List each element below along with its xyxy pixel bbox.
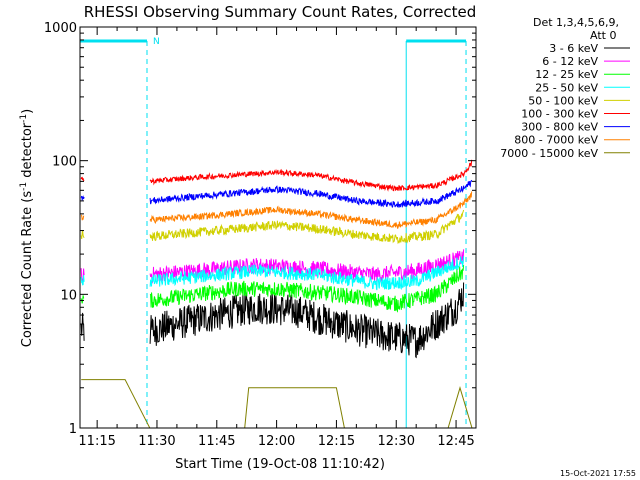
x-tick-label: 11:45: [198, 434, 235, 449]
x-axis-label: Start Time (19-Oct-08 11:10:42): [175, 457, 385, 472]
legend-label: 12 - 25 keV: [535, 68, 598, 81]
y-tick-label: 100: [52, 155, 77, 170]
y-axis-label: Corrected Count Rate (s-1 detector-1): [19, 109, 35, 347]
series-line: [80, 264, 465, 313]
legend-label: 50 - 100 keV: [528, 94, 598, 107]
series-line: [80, 191, 473, 229]
legend-label: 800 - 7000 keV: [514, 134, 598, 147]
chart-title: RHESSI Observing Summary Count Rates, Co…: [84, 3, 477, 21]
plot-frame: [79, 26, 477, 429]
y-axis: 1 10 100 1000: [44, 21, 476, 437]
series-layer: [80, 159, 473, 429]
x-tick-label: 11:15: [78, 434, 115, 449]
flag-label: N: [153, 37, 160, 47]
x-tick-label: 11:30: [138, 434, 175, 449]
y-tick-label: 1: [69, 422, 77, 437]
legend-label: 7000 - 15000 keV: [500, 147, 598, 160]
plot-area: N 11:15 11:30 11:45 12:00 12:15 12:30 12:45 11…: [44, 21, 477, 449]
legend-label: 300 - 800 keV: [521, 121, 598, 134]
series-line: [80, 179, 473, 209]
series-line: [80, 159, 473, 192]
footer-date: 15-Oct-2021 17:55: [560, 469, 636, 478]
legend-label: 100 - 300 keV: [521, 108, 598, 121]
series-line: [80, 256, 465, 291]
y-tick-label: 1000: [44, 21, 77, 36]
y-tick-label: 10: [60, 288, 77, 303]
x-tick-label: 12:30: [378, 434, 415, 449]
x-tick-label: 12:45: [437, 434, 474, 449]
legend-label: 25 - 50 keV: [535, 81, 598, 94]
legend-label: 3 - 6 keV: [549, 42, 598, 55]
x-tick-label: 12:15: [318, 434, 355, 449]
x-axis: 11:15 11:30 11:45 12:00 12:15 12:30 12:45: [78, 27, 477, 449]
series-line: [81, 379, 473, 429]
x-tick-label: 12:00: [258, 434, 295, 449]
legend-header-line1: Det 1,3,4,5,6,9,: [533, 16, 619, 29]
legend-label: 6 - 12 keV: [542, 55, 598, 68]
legend-header-line2: Att 0: [590, 29, 616, 42]
